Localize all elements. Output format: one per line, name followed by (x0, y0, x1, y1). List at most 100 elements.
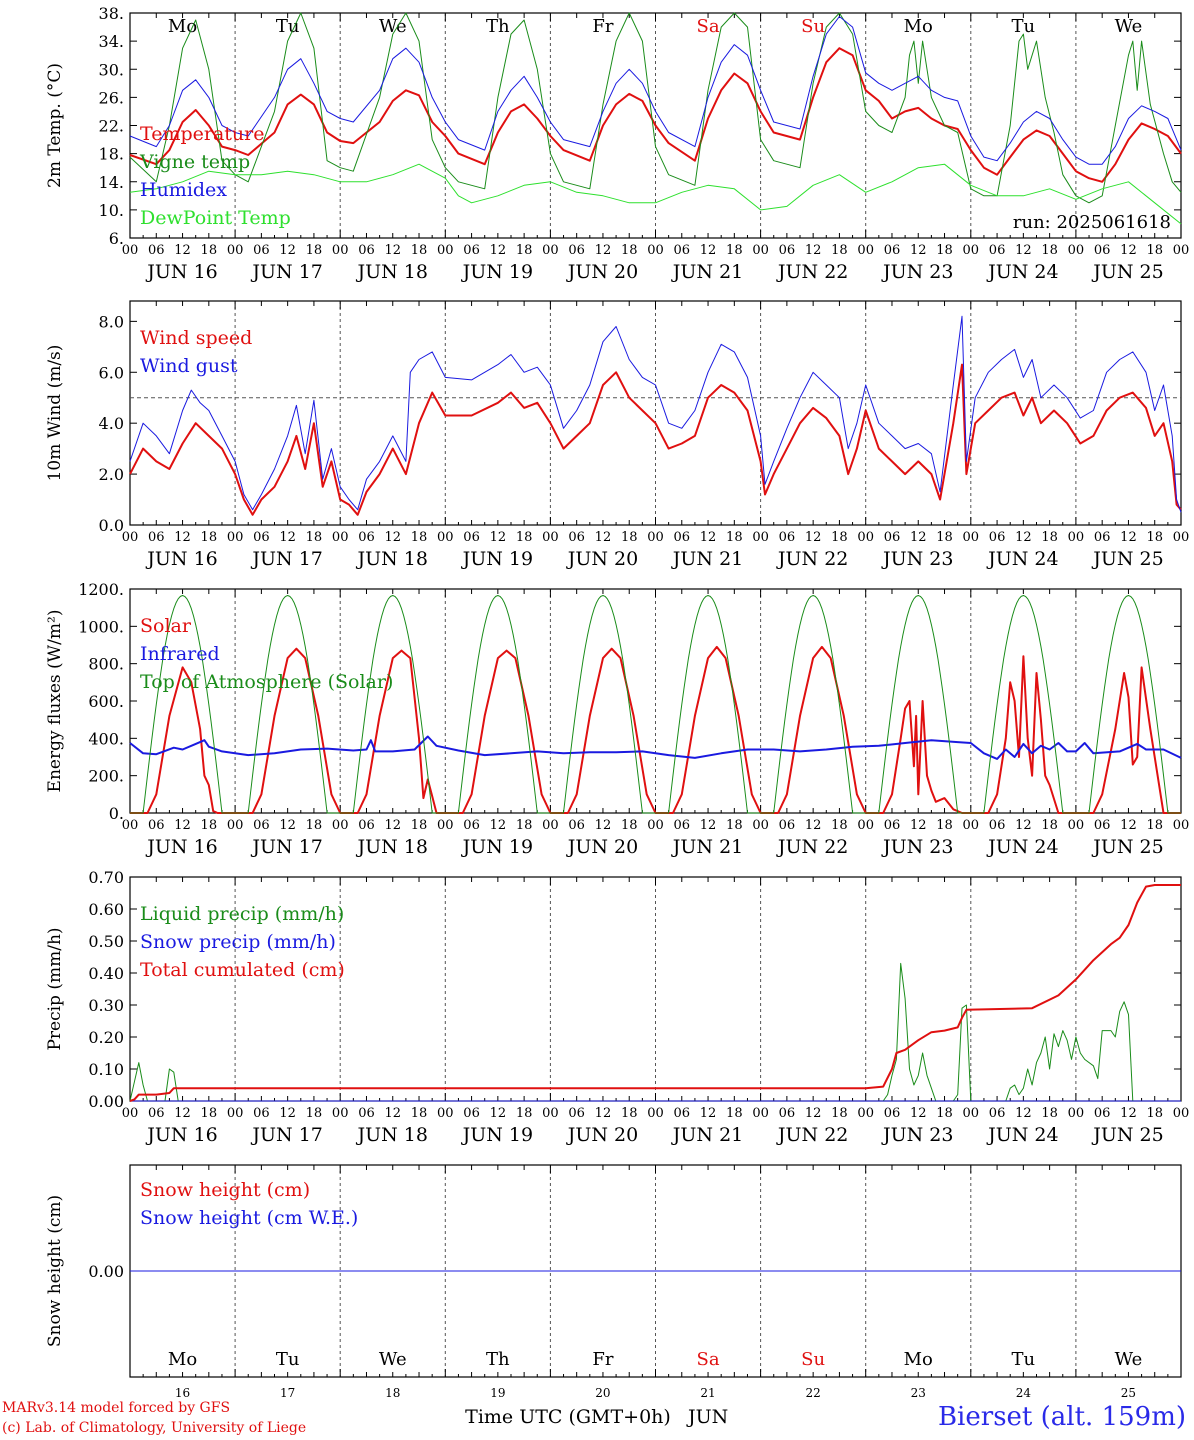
weekday-label: Su (801, 1349, 825, 1370)
x-tick-label: 06 (148, 243, 165, 258)
x-tick-label: 18 (306, 1106, 323, 1121)
day-label: JUN 25 (1091, 548, 1163, 570)
panel-1: 38. 34. 30. 26. 22. 18. 14. 10. 6. 2m Temp. (°C) M… (45, 4, 1189, 283)
y-tick-label: 4.0 (99, 414, 124, 433)
x-tick-label: 06 (674, 243, 691, 258)
day-label: JUN 22 (776, 261, 848, 283)
day-label: JUN 17 (250, 261, 322, 283)
x-tick-label: 12 (279, 243, 296, 258)
y-tick-label: 0.0 (99, 516, 124, 535)
x-tick-label: 00 (647, 1106, 664, 1121)
x-tick-label: 00 (1068, 243, 1085, 258)
x-tick-label: 18 (201, 530, 218, 545)
day-label: JUN 24 (986, 836, 1058, 858)
series-line (129, 12, 1182, 204)
x-tick-label: 06 (568, 530, 585, 545)
day-number: 22 (806, 1386, 821, 1400)
y-axis-title: 10m Wind (m/s) (45, 345, 65, 482)
day-number: 19 (490, 1386, 505, 1400)
legend-entry: Liquid precip (mm/h) (140, 903, 344, 925)
credit-lab: (c) Lab. of Climatology, University of L… (2, 1420, 307, 1436)
run-annotation: run: 2025061618 (1013, 212, 1171, 233)
y-tick-label: 600. (88, 692, 124, 711)
x-tick-label: 18 (831, 1106, 848, 1121)
weekday-label: Mo (168, 1349, 197, 1370)
day-label: JUN 17 (250, 836, 322, 858)
y-axis-title: Energy fluxes (W/m²) (45, 610, 65, 793)
weekday-label: Fr (592, 16, 613, 37)
x-tick-label: 06 (253, 1106, 270, 1121)
x-tick-label: 00 (332, 243, 349, 258)
x-tick-label: 12 (384, 1106, 401, 1121)
station-label: Bierset (alt. 159m) (937, 1402, 1186, 1432)
day-label: JUN 24 (986, 1124, 1058, 1146)
day-number: 18 (385, 1386, 400, 1400)
x-tick-label: 06 (358, 243, 375, 258)
day-label: JUN 24 (986, 548, 1058, 570)
x-tick-label: 18 (936, 1106, 953, 1121)
x-tick-label: 06 (148, 1106, 165, 1121)
x-tick-label: 12 (174, 243, 191, 258)
x-tick-label: 00 (1173, 818, 1190, 833)
x-tick-label: 12 (910, 1106, 927, 1121)
day-label: JUN 24 (986, 261, 1058, 283)
x-tick-label: 12 (279, 1106, 296, 1121)
day-number: 20 (595, 1386, 610, 1400)
x-tick-label: 06 (358, 818, 375, 833)
weekday-label: Th (486, 16, 510, 37)
x-tick-label: 06 (1094, 530, 1111, 545)
x-tick-label: 12 (1120, 818, 1137, 833)
x-tick-label: 12 (1120, 1106, 1137, 1121)
x-tick-label: 00 (857, 1106, 874, 1121)
panel-2: 8.0 6.0 4.0 2.0 0.0 10m Wind (m/s) Wind speed W… (45, 300, 1189, 570)
x-tick-label: 18 (621, 818, 638, 833)
x-tick-label: 18 (1041, 530, 1058, 545)
x-tick-label: 00 (542, 243, 559, 258)
day-label: JUN 18 (356, 836, 428, 858)
x-tick-label: 18 (621, 1106, 638, 1121)
x-tick-label: 12 (279, 530, 296, 545)
x-tick-label: 12 (384, 818, 401, 833)
x-tick-label: 12 (700, 818, 717, 833)
y-tick-label: 38. (99, 4, 124, 23)
x-tick-label: 06 (1094, 1106, 1111, 1121)
series-line (129, 962, 1181, 1102)
y-tick-label: 34. (99, 32, 124, 51)
x-tick-label: 12 (595, 530, 612, 545)
y-tick-label: 0.20 (88, 1028, 124, 1047)
day-label: JUN 16 (145, 1124, 217, 1146)
x-tick-label: 06 (884, 818, 901, 833)
x-tick-label: 12 (1015, 243, 1032, 258)
x-tick-label: 00 (437, 530, 454, 545)
x-tick-label: 00 (122, 530, 139, 545)
weekday-label: Sa (697, 1349, 720, 1370)
x-tick-label: 18 (1146, 1106, 1163, 1121)
x-tick-label: 00 (332, 1106, 349, 1121)
day-label: JUN 18 (356, 261, 428, 283)
x-tick-label: 18 (201, 1106, 218, 1121)
x-tick-label: 00 (647, 818, 664, 833)
x-tick-label: 00 (752, 243, 769, 258)
series-line (129, 884, 1181, 1102)
x-tick-label: 12 (805, 1106, 822, 1121)
weekday-label: Th (486, 1349, 510, 1370)
x-tick-label: 12 (805, 530, 822, 545)
series-line (130, 595, 1181, 814)
x-tick-label: 18 (516, 243, 533, 258)
x-tick-label: 00 (122, 243, 139, 258)
x-tick-label: 06 (463, 818, 480, 833)
day-label: JUN 16 (145, 548, 217, 570)
day-label: JUN 19 (461, 261, 533, 283)
weekday-label: We (379, 1349, 407, 1370)
x-tick-label: 12 (1015, 1106, 1032, 1121)
x-tick-label: 18 (1041, 818, 1058, 833)
x-tick-label: 12 (700, 243, 717, 258)
x-tick-label: 00 (1068, 818, 1085, 833)
x-tick-label: 18 (201, 818, 218, 833)
x-tick-label: 00 (647, 243, 664, 258)
x-tick-label: 12 (174, 1106, 191, 1121)
x-tick-label: 06 (463, 243, 480, 258)
day-label: JUN 20 (566, 261, 638, 283)
x-tick-label: 18 (621, 243, 638, 258)
x-tick-label: 18 (726, 1106, 743, 1121)
